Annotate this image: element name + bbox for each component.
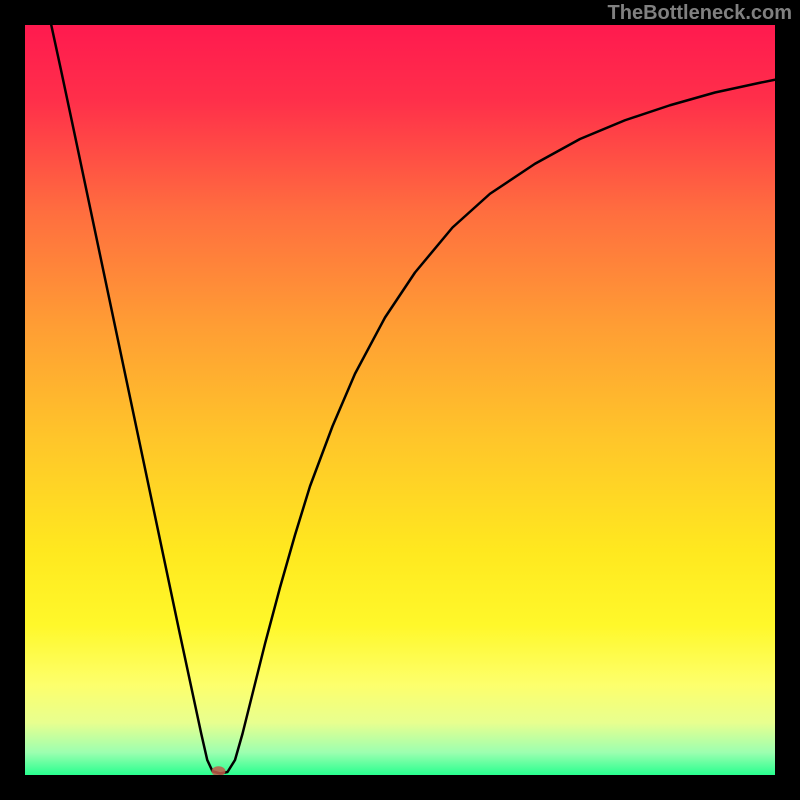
chart-frame: TheBottleneck.com [0, 0, 800, 800]
watermark-label: TheBottleneck.com [608, 2, 792, 25]
gradient-background [25, 25, 775, 775]
chart-plot [25, 25, 775, 775]
